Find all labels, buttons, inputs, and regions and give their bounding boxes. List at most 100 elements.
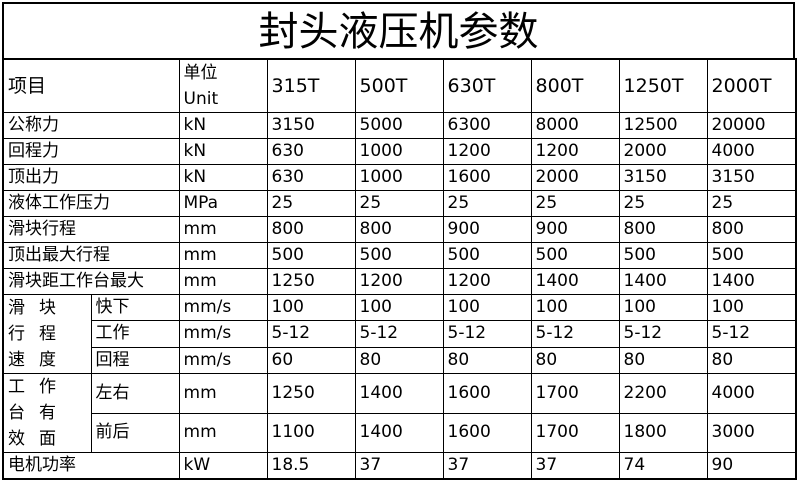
value-cell: 1250 bbox=[266, 373, 356, 414]
value-cell: 25 bbox=[266, 190, 356, 217]
value-cell: 80 bbox=[442, 346, 532, 375]
value-cell: 100 bbox=[706, 293, 797, 322]
value-cell: 630 bbox=[266, 164, 356, 191]
value-cell: 500 bbox=[706, 242, 797, 269]
value-cell: 500 bbox=[266, 242, 356, 269]
value-cell: 2200 bbox=[618, 373, 708, 414]
table-row: 回程 mm/s 60 80 80 80 80 80 bbox=[3, 346, 797, 375]
value-cell: 80 bbox=[354, 346, 444, 375]
unit-cell: mm/s bbox=[178, 320, 268, 348]
unit-cell: mm/s bbox=[178, 293, 268, 322]
table-row: 工作 mm/s 5-12 5-12 5-12 5-12 5-12 5-12 bbox=[3, 320, 797, 348]
value-cell: 25 bbox=[618, 190, 708, 217]
header-unit-en: Unit bbox=[183, 89, 219, 109]
header-unit-cn: 单位 bbox=[183, 63, 218, 83]
value-cell: 1250 bbox=[266, 268, 356, 295]
header-model: 800T bbox=[530, 58, 620, 113]
value-cell: 500 bbox=[530, 242, 620, 269]
sub-label: 快下 bbox=[90, 293, 180, 322]
value-cell: 4000 bbox=[706, 373, 797, 414]
value-cell: 25 bbox=[530, 190, 620, 217]
header-model: 1250T bbox=[618, 58, 708, 113]
header-model: 630T bbox=[442, 58, 532, 113]
row-label: 回程力 bbox=[2, 138, 180, 165]
table-row: 液体工作压力 MPa 25 25 25 25 25 25 bbox=[2, 190, 797, 217]
value-cell: 800 bbox=[354, 216, 444, 243]
row-label: 电机功率 bbox=[2, 452, 180, 480]
table-row: 顶出力 kN 630 1000 1600 2000 3150 3150 bbox=[2, 164, 797, 191]
unit-cell: kN bbox=[178, 138, 268, 165]
header-model: 315T bbox=[266, 58, 356, 113]
value-cell: 18.5 bbox=[266, 452, 356, 480]
value-cell: 1600 bbox=[442, 373, 532, 414]
value-cell: 80 bbox=[530, 346, 620, 375]
value-cell: 5-12 bbox=[266, 320, 356, 348]
row-label: 公称力 bbox=[2, 112, 180, 139]
table-row: 顶出最大行程 mm 500 500 500 500 500 500 bbox=[2, 242, 797, 269]
parameter-table: 项目 单位 Unit 315T 500T 630T 800T 1250T 2000T 公称力… bbox=[2, 58, 798, 480]
sub-label: 回程 bbox=[90, 346, 180, 375]
value-cell: 5-12 bbox=[530, 320, 620, 348]
value-cell: 80 bbox=[618, 346, 708, 375]
value-cell: 1200 bbox=[530, 138, 620, 165]
value-cell: 20000 bbox=[706, 112, 797, 139]
header-unit: 单位 Unit bbox=[178, 58, 268, 113]
value-cell: 25 bbox=[354, 190, 444, 217]
table-row: 滑块行程速度 快下 mm/s 100 100 100 100 100 100 bbox=[2, 293, 797, 374]
value-cell: 1400 bbox=[530, 268, 620, 295]
value-cell: 900 bbox=[442, 216, 532, 243]
value-cell: 1400 bbox=[706, 268, 797, 295]
value-cell: 1200 bbox=[354, 268, 444, 295]
row-label: 滑块距工作台最大 bbox=[2, 268, 180, 295]
value-cell: 800 bbox=[618, 216, 708, 243]
value-cell: 80 bbox=[706, 346, 797, 375]
sub-label: 左右 bbox=[90, 373, 180, 414]
value-cell: 1800 bbox=[618, 412, 708, 453]
row-label: 顶出最大行程 bbox=[2, 242, 180, 269]
value-cell: 37 bbox=[442, 452, 532, 480]
group-label: 滑块行程速度 bbox=[2, 294, 92, 374]
value-cell: 900 bbox=[530, 216, 620, 243]
unit-cell: mm bbox=[178, 373, 268, 414]
value-cell: 100 bbox=[354, 293, 444, 322]
value-cell: 74 bbox=[618, 452, 708, 480]
value-cell: 1000 bbox=[354, 164, 444, 191]
value-cell: 5-12 bbox=[618, 320, 708, 348]
value-cell: 1400 bbox=[618, 268, 708, 295]
value-cell: 100 bbox=[266, 293, 356, 322]
value-cell: 1200 bbox=[442, 268, 532, 295]
value-cell: 37 bbox=[530, 452, 620, 480]
table-row: 回程力 kN 630 1000 1200 1200 2000 4000 bbox=[2, 138, 797, 165]
value-cell: 500 bbox=[354, 242, 444, 269]
value-cell: 5000 bbox=[354, 112, 444, 139]
table-row: 滑块行程 mm 800 800 900 900 800 800 bbox=[2, 216, 797, 243]
unit-cell: mm bbox=[178, 412, 268, 453]
value-cell: 60 bbox=[266, 346, 356, 375]
value-cell: 37 bbox=[354, 452, 444, 480]
value-cell: 6300 bbox=[442, 112, 532, 139]
unit-cell: mm bbox=[178, 216, 268, 243]
unit-cell: kW bbox=[178, 452, 268, 480]
value-cell: 1000 bbox=[354, 138, 444, 165]
header-row: 项目 单位 Unit 315T 500T 630T 800T 1250T 2000T bbox=[2, 58, 797, 113]
table-row: 公称力 kN 3150 5000 6300 8000 12500 20000 bbox=[2, 112, 797, 139]
value-cell: 1700 bbox=[530, 412, 620, 453]
table-row: 前后 mm 1100 1400 1600 1700 1800 3000 bbox=[3, 412, 797, 453]
row-label: 滑块行程 bbox=[2, 216, 180, 243]
value-cell: 4000 bbox=[706, 138, 797, 165]
value-cell: 1700 bbox=[530, 373, 620, 414]
value-cell: 5-12 bbox=[706, 320, 797, 348]
table-row: 电机功率 kW 18.5 37 37 37 74 90 bbox=[2, 452, 797, 480]
value-cell: 3150 bbox=[266, 112, 356, 139]
value-cell: 25 bbox=[442, 190, 532, 217]
value-cell: 1400 bbox=[354, 412, 444, 453]
value-cell: 800 bbox=[266, 216, 356, 243]
row-label: 顶出力 bbox=[2, 164, 180, 191]
table-row: 工作台有效面 左右 mm 1250 1400 1600 1700 2200 4000 bbox=[2, 373, 797, 453]
value-cell: 1400 bbox=[354, 373, 444, 414]
unit-cell: mm/s bbox=[178, 346, 268, 375]
row-label: 液体工作压力 bbox=[2, 190, 180, 217]
value-cell: 100 bbox=[618, 293, 708, 322]
value-cell: 2000 bbox=[618, 138, 708, 165]
header-item: 项目 bbox=[2, 58, 180, 113]
